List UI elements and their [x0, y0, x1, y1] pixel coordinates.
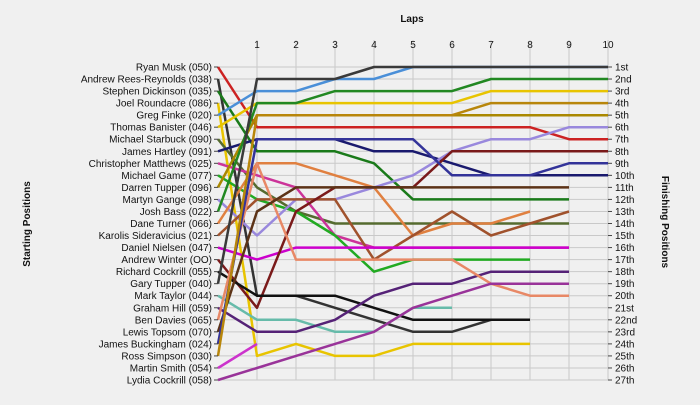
start-label: Michael Game (077) — [121, 171, 212, 182]
start-label: Lydia Cockrill (058) — [127, 376, 212, 387]
finish-label: 1st — [615, 63, 629, 74]
finish-label: 6th — [615, 123, 629, 134]
finish-label: 19th — [615, 279, 634, 290]
finish-label: 25th — [615, 351, 634, 362]
series-line — [216, 77, 608, 212]
series-line — [217, 125, 608, 237]
finish-label: 16th — [615, 243, 634, 254]
start-label: James Buckingham (024) — [99, 339, 212, 350]
start-label: Ben Davies (065) — [135, 315, 212, 326]
y-axis-title-right: Finishing Positions — [659, 176, 670, 269]
finish-label: 17th — [615, 255, 634, 266]
finish-label: 7th — [615, 135, 629, 146]
start-label: Ross Simpson (030) — [121, 351, 212, 362]
x-tick-label: 2 — [293, 40, 299, 51]
start-label: Lewis Topsom (070) — [123, 327, 212, 338]
finish-label: 26th — [615, 363, 634, 374]
start-label: Josh Bass (022) — [140, 207, 212, 218]
series-layer — [216, 65, 608, 382]
finish-label: 10th — [615, 171, 634, 182]
finish-label: 20th — [615, 291, 634, 302]
finish-label: 4th — [615, 99, 629, 110]
finish-label: 21st — [615, 303, 634, 314]
start-label: Gary Tupper (040) — [130, 279, 212, 290]
finish-label: 12th — [615, 195, 634, 206]
series-line — [216, 65, 608, 284]
finish-label: 8th — [615, 147, 629, 158]
start-label: Graham Hill (059) — [133, 303, 212, 314]
finish-label: 24th — [615, 339, 634, 350]
series-line — [216, 137, 608, 345]
start-label: Andrew Winter (OO) — [121, 255, 212, 266]
x-tick-label: 1 — [254, 40, 260, 51]
start-label: Karolis Sideravicius (021) — [99, 231, 212, 242]
series-line — [216, 102, 530, 358]
series-line — [217, 342, 258, 370]
start-label: Michael Starbuck (090) — [109, 135, 212, 146]
start-label: Daniel Nielsen (047) — [121, 243, 212, 254]
finish-label: 14th — [615, 219, 634, 230]
finish-label: 13th — [615, 207, 634, 218]
x-tick-label: 8 — [527, 40, 533, 51]
x-tick-label: 3 — [332, 40, 338, 51]
x-tick-label: 6 — [449, 40, 455, 51]
x-tick-label: 10 — [602, 40, 614, 51]
start-label: James Hartley (091) — [122, 147, 212, 158]
start-label: Greg Finke (020) — [136, 111, 212, 122]
finish-label: 11th — [615, 183, 634, 194]
finish-label: 22nd — [615, 315, 637, 326]
y-axis-title-left: Starting Positions — [22, 181, 33, 267]
finish-label: 5th — [615, 111, 629, 122]
start-label: Thomas Banister (046) — [110, 123, 212, 134]
finish-label: 27th — [615, 376, 634, 387]
chart-title: Laps — [400, 14, 424, 25]
x-tick-label: 7 — [488, 40, 494, 51]
start-label: Ryan Musk (050) — [136, 63, 212, 74]
finish-label: 15th — [615, 231, 634, 242]
start-label: Martin Smith (054) — [130, 363, 212, 374]
start-label: Mark Taylor (044) — [134, 291, 212, 302]
start-label: Darren Tupper (096) — [121, 183, 212, 194]
label-layer: 1 2 3 4 5 6 7 8 9 10 Ryan Musk (050)Andrew Rees-Re… — [81, 40, 637, 387]
finish-label: 3rd — [615, 87, 629, 98]
finish-label: 18th — [615, 267, 634, 278]
series-line — [216, 101, 608, 357]
start-label: Dane Turner (066) — [130, 219, 212, 230]
series-line — [217, 270, 569, 334]
series-line — [217, 246, 569, 261]
finish-label: 9th — [615, 159, 629, 170]
start-label: Richard Cockrill (055) — [116, 267, 212, 278]
series-line — [217, 282, 569, 382]
finish-label: 23rd — [615, 327, 635, 338]
start-label: Andrew Rees-Reynolds (038) — [81, 75, 212, 86]
series-line — [216, 162, 569, 321]
series-line — [216, 186, 569, 333]
x-tick-label: 5 — [410, 40, 416, 51]
series-line — [216, 66, 608, 141]
start-label: Christopher Matthews (025) — [89, 159, 212, 170]
start-label: Martyn Gange (098) — [123, 195, 213, 206]
x-tick-label: 4 — [371, 40, 377, 51]
start-label: Joel Roundacre (086) — [116, 99, 212, 110]
finish-label: 2nd — [615, 75, 632, 86]
start-label: Stephen Dickinson (035) — [102, 87, 212, 98]
x-tick-label: 9 — [566, 40, 572, 51]
series-line — [217, 270, 530, 322]
